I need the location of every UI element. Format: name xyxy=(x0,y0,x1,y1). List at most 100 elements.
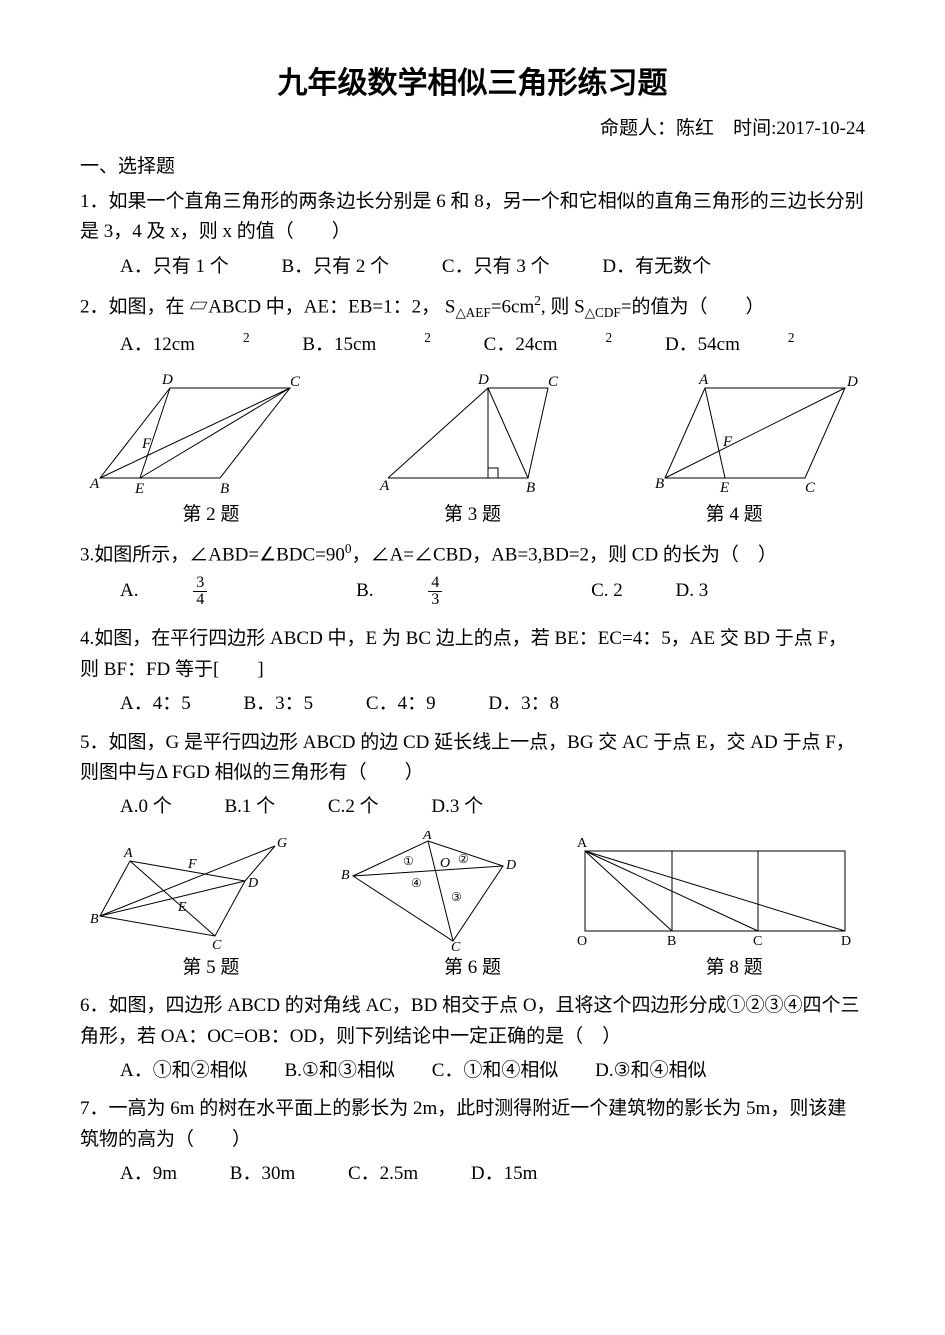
q6-choice-a: A．①和②相似 xyxy=(120,1056,248,1086)
q4-choice-c: C．4：9 xyxy=(366,689,436,719)
figure-q3-svg: A B C D xyxy=(368,368,588,498)
fig5-G: G xyxy=(277,836,287,851)
figure-row-1: A E B C D F A B C D xyxy=(80,368,865,498)
fig3-C: C xyxy=(548,374,559,390)
fig6-O: O xyxy=(440,856,450,871)
figure-q5-svg: A B C D E F G xyxy=(80,831,300,951)
q7-choice-c: C．2.5m xyxy=(348,1159,418,1189)
q3-choice-b: B. 43 xyxy=(356,575,538,608)
fig2-F: F xyxy=(141,436,152,452)
question-4: 4.如图，在平行四边形 ABCD 中，E 为 BC 边上的点，若 BE：EC=4… xyxy=(80,624,865,685)
question-7-choices: A．9m B．30m C．2.5m D．15m xyxy=(120,1159,865,1189)
q2-S1: S xyxy=(445,296,456,317)
figure-q4-svg: A B E C D F xyxy=(645,368,865,498)
fig2-D: D xyxy=(161,372,173,388)
page-title: 九年级数学相似三角形练习题 xyxy=(80,60,865,108)
fig6-B: B xyxy=(341,868,350,883)
q4-choice-a: A．4：5 xyxy=(120,689,191,719)
question-2: 2．如图，在 ▱ABCD 中，AE：EB=1：2， S△AEF=6cm2, 则 … xyxy=(80,290,865,323)
figure-q8: A O B C D xyxy=(565,831,865,951)
figcap-q6: 第 6 题 xyxy=(342,953,604,983)
fig6-n3: ③ xyxy=(451,890,462,904)
q1-choice-d: D．有无数个 xyxy=(602,252,711,282)
fig5-E: E xyxy=(177,900,187,915)
figcap-q4: 第 4 题 xyxy=(603,500,865,530)
q2-post: =的值为（ ） xyxy=(621,296,765,317)
section-1-heading: 一、选择题 xyxy=(80,152,865,182)
q2-sup1: 2 xyxy=(534,293,541,308)
figure-row-2: A B C D E F G A B C D O xyxy=(80,831,865,951)
fig8-A: A xyxy=(577,836,588,851)
fig3-D: D xyxy=(477,372,489,388)
q6-choice-d: D.③和④相似 xyxy=(595,1056,707,1086)
byline: 命题人：陈红 时间:2017-10-24 xyxy=(80,114,865,144)
fig4-E: E xyxy=(719,480,729,496)
q2-text-pre: 2．如图，在 ▱ABCD 中，AE：EB=1：2， xyxy=(80,296,440,317)
q3-post: ，∠A=∠CBD，AB=3,BD=2，则 CD 的长为（ ） xyxy=(352,545,777,566)
q1-choice-b: B．只有 2 个 xyxy=(281,252,389,282)
question-5: 5．如图，G 是平行四边形 ABCD 的边 CD 延长线上一点，BG 交 AC … xyxy=(80,728,865,789)
q1-choice-c: C．只有 3 个 xyxy=(442,252,550,282)
question-4-choices: A．4：5 B．3：5 C．4：9 D．3：8 xyxy=(120,689,865,719)
fig8-O: O xyxy=(577,934,587,949)
question-3: 3.如图所示，∠ABD=∠BDC=900，∠A=∠CBD，AB=3,BD=2，则… xyxy=(80,538,865,571)
fig5-A: A xyxy=(123,846,133,861)
q3-choice-d: D. 3 xyxy=(676,576,709,606)
q2-mid3: , 则 S xyxy=(541,296,585,317)
fig6-D: D xyxy=(505,858,516,873)
fig2-C: C xyxy=(290,374,301,390)
q5-choice-a: A.0 个 xyxy=(120,792,172,822)
fig6-C: C xyxy=(451,940,461,951)
figure-q6: A B C D O ① ② ③ ④ xyxy=(333,831,533,951)
figure-q8-svg: A O B C D xyxy=(565,831,865,951)
q4-choice-b: B．3：5 xyxy=(243,689,313,719)
figure-q3: A B C D xyxy=(368,368,588,498)
fig5-B: B xyxy=(90,912,99,927)
figure-q5: A B C D E F G xyxy=(80,831,300,951)
figure-caption-row-2: 第 5 题 第 6 题 第 8 题 xyxy=(80,953,865,983)
figure-q2: A E B C D F xyxy=(80,368,310,498)
figure-q6-svg: A B C D O ① ② ③ ④ xyxy=(333,831,533,951)
question-1-choices: A．只有 1 个 B．只有 2 个 C．只有 3 个 D．有无数个 xyxy=(120,252,865,282)
fig8-C: C xyxy=(753,934,762,949)
fig5-C: C xyxy=(212,938,222,951)
fig8-B: B xyxy=(667,934,676,949)
figcap-q8: 第 8 题 xyxy=(603,953,865,983)
q5-choice-b: B.1 个 xyxy=(224,792,275,822)
fig2-B: B xyxy=(220,481,229,497)
fig8-D: D xyxy=(841,934,851,949)
fig4-D: D xyxy=(846,374,858,390)
q5-choice-c: C.2 个 xyxy=(328,792,379,822)
q6-choice-c: C．①和④相似 xyxy=(432,1056,559,1086)
time: 时间:2017-10-24 xyxy=(733,118,865,139)
q2-choice-c: C．24cm2 xyxy=(484,327,613,360)
q1-choice-a: A．只有 1 个 xyxy=(120,252,229,282)
q4-choice-d: D．3：8 xyxy=(488,689,559,719)
figcap-q3: 第 3 题 xyxy=(342,500,604,530)
fig3-B: B xyxy=(526,480,535,496)
q2-sub2: △CDF xyxy=(585,305,621,320)
figure-caption-row-1: 第 2 题 第 3 题 第 4 题 xyxy=(80,500,865,530)
question-6-choices: A．①和②相似 B.①和③相似 C．①和④相似 D.③和④相似 xyxy=(120,1056,865,1086)
figcap-q2: 第 2 题 xyxy=(80,500,342,530)
fig2-A: A xyxy=(89,476,100,492)
q3-choice-c: C. 2 xyxy=(591,576,623,606)
fig2-E: E xyxy=(134,481,144,497)
q2-mid2: =6cm xyxy=(491,296,534,317)
q6-choice-b: B.①和③相似 xyxy=(284,1056,394,1086)
fig6-A: A xyxy=(422,831,432,843)
fig4-A: A xyxy=(698,372,709,388)
q7-choice-b: B．30m xyxy=(230,1159,295,1189)
q3-choice-a: A. 34 xyxy=(120,575,303,608)
question-5-choices: A.0 个 B.1 个 C.2 个 D.3 个 xyxy=(120,792,865,822)
q2-choice-b: B．15cm2 xyxy=(302,327,431,360)
q2-choice-a: A．12cm2 xyxy=(120,327,250,360)
figure-q2-svg: A E B C D F xyxy=(80,368,310,498)
fig4-F: F xyxy=(722,434,733,450)
fig6-n1: ① xyxy=(403,854,414,868)
figcap-q5: 第 5 题 xyxy=(80,953,342,983)
question-2-choices: A．12cm2 B．15cm2 C．24cm2 D．54cm2 xyxy=(120,327,865,360)
author: 命题人：陈红 xyxy=(600,118,714,139)
q2-choice-d: D．54cm2 xyxy=(665,327,795,360)
q3-deg: 0 xyxy=(345,541,352,556)
